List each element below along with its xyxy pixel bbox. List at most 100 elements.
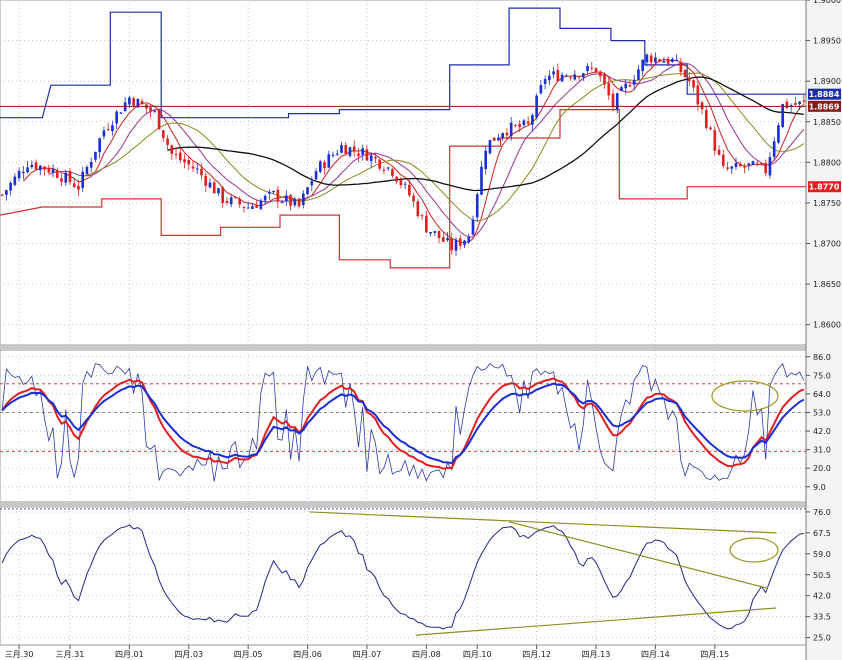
candle-body bbox=[136, 99, 140, 108]
candle-body bbox=[772, 141, 776, 157]
candle-body bbox=[641, 59, 644, 72]
candle-body bbox=[522, 120, 526, 126]
x-tick-label: 四月.01 bbox=[115, 650, 144, 659]
candle-body bbox=[408, 184, 411, 196]
candle-body bbox=[331, 154, 335, 156]
candle-body bbox=[208, 182, 212, 188]
grid-lines bbox=[0, 0, 806, 645]
level-tag-label: 1.8869 bbox=[809, 102, 840, 111]
candle-body bbox=[212, 182, 216, 194]
x-tick-label: 四月.13 bbox=[582, 650, 611, 659]
candle-body bbox=[263, 195, 267, 201]
oscillator-2-lines bbox=[0, 508, 806, 636]
candle-body bbox=[327, 154, 331, 168]
candle-body bbox=[700, 102, 704, 110]
candle-body bbox=[429, 232, 432, 234]
candle-body bbox=[420, 215, 424, 217]
candle-body bbox=[543, 79, 547, 85]
candle-body bbox=[395, 176, 398, 182]
box-low-line bbox=[0, 109, 806, 269]
candle-body bbox=[132, 98, 135, 106]
candle-body bbox=[632, 80, 636, 85]
y-tick-label: 86.0 bbox=[813, 353, 831, 362]
candle-body bbox=[764, 163, 768, 174]
y-tick-label: 9.0 bbox=[813, 483, 826, 492]
candle-body bbox=[34, 162, 38, 170]
trendline bbox=[508, 521, 768, 589]
price-levels: 1.8869 1.8884 1.8770 bbox=[0, 88, 841, 193]
ma-long-line bbox=[82, 72, 805, 222]
candle-body bbox=[38, 165, 42, 171]
candle-body bbox=[26, 167, 29, 173]
candle-body bbox=[17, 170, 21, 179]
candle-body bbox=[760, 163, 763, 165]
candle-body bbox=[671, 58, 674, 62]
candle-body bbox=[391, 169, 394, 176]
candle-body bbox=[68, 171, 72, 183]
y-tick-label: 53.0 bbox=[813, 408, 831, 417]
y-tick-label: 25.0 bbox=[813, 634, 831, 643]
candle-body bbox=[170, 145, 174, 154]
y-tick-label: 1.8800 bbox=[813, 158, 841, 167]
candle-body bbox=[374, 156, 377, 159]
y-tick-label: 31.0 bbox=[813, 446, 831, 455]
oscillator-1-raw-line bbox=[1, 363, 805, 482]
y-tick-label: 59.0 bbox=[813, 550, 831, 559]
candle-body bbox=[72, 183, 76, 188]
candle-body bbox=[301, 193, 305, 206]
candle-body bbox=[140, 101, 144, 104]
candle-body bbox=[5, 190, 8, 195]
candle-body bbox=[662, 60, 666, 63]
candle-body bbox=[620, 87, 623, 91]
candle-body bbox=[352, 146, 356, 152]
candle-body bbox=[344, 145, 348, 154]
x-tick-label: 四月.03 bbox=[174, 650, 203, 659]
candle-body bbox=[0, 194, 4, 196]
candle-body bbox=[437, 230, 441, 239]
candle-body bbox=[268, 191, 271, 194]
candle-body bbox=[433, 231, 437, 233]
candle-body bbox=[480, 166, 483, 195]
candle-body bbox=[13, 176, 17, 185]
panel-separator-1[interactable] bbox=[0, 345, 842, 350]
candle-body bbox=[441, 237, 445, 242]
x-tick-label: 四月.08 bbox=[412, 650, 441, 659]
candle-body bbox=[446, 238, 449, 241]
candle-body bbox=[755, 163, 759, 165]
candle-body bbox=[425, 215, 428, 233]
panel-separator-2[interactable] bbox=[0, 502, 842, 507]
candle-body bbox=[335, 153, 339, 155]
candle-body bbox=[509, 122, 513, 137]
candle-body bbox=[60, 178, 63, 182]
candle-body bbox=[119, 112, 123, 114]
y-tick-label: 64.0 bbox=[813, 390, 831, 399]
candle-body bbox=[365, 149, 369, 161]
candle-body bbox=[306, 187, 309, 195]
candle-body bbox=[768, 157, 772, 176]
y-tick-label: 50.5 bbox=[813, 571, 831, 580]
candle-body bbox=[238, 199, 241, 205]
candle-body bbox=[369, 155, 373, 162]
candle-body bbox=[285, 195, 288, 202]
candle-body bbox=[637, 69, 640, 80]
candle-body bbox=[628, 84, 632, 87]
candle-body bbox=[149, 107, 152, 112]
candle-body bbox=[560, 74, 564, 82]
candle-body bbox=[734, 162, 738, 167]
y-tick-label: 1.8600 bbox=[813, 321, 841, 330]
candle-body bbox=[43, 166, 46, 170]
candle-body bbox=[645, 54, 649, 63]
oscillator-1-panel bbox=[0, 349, 807, 503]
box-high-line bbox=[0, 7, 806, 119]
candle-body bbox=[785, 101, 789, 109]
candle-body bbox=[246, 207, 250, 209]
candle-body bbox=[178, 152, 182, 161]
x-tick-label: 四月.05 bbox=[234, 650, 263, 659]
candle-body bbox=[696, 85, 700, 105]
ma-mid-line bbox=[48, 62, 805, 238]
candle-body bbox=[658, 59, 661, 62]
candle-body bbox=[314, 171, 318, 180]
candle-body bbox=[183, 159, 186, 163]
candle-body bbox=[204, 175, 208, 186]
x-tick-label: 四月.10 bbox=[463, 650, 492, 659]
